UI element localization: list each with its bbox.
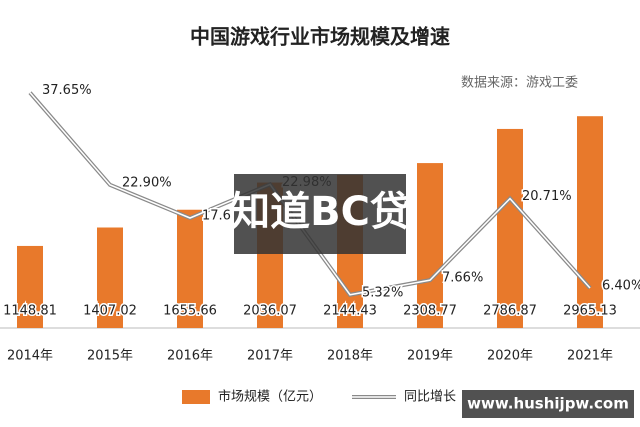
chart-title: 中国游戏行业市场规模及增速 [190,25,450,49]
x-tick-label: 2019年 [407,349,453,364]
bar-value-label: 2144.43 [323,304,377,319]
line-value-label: 37.65% [42,83,92,98]
x-tick-label: 2017年 [247,349,293,364]
x-tick-label: 2015年 [87,349,133,364]
bar [497,128,523,328]
bar-value-label: 1655.66 [163,304,217,319]
bar-value-label: 2308.77 [403,304,457,319]
legend-swatch [182,390,210,404]
bar-value-label: 1407.02 [83,304,137,319]
banner-text: 知道BC贷 [230,189,410,235]
line-value-label: 6.40% [602,279,640,294]
bar [177,209,203,328]
source-note: 数据来源：游戏工委 [461,76,578,91]
bar-value-label: 2036.07 [243,304,297,319]
bar [577,116,603,328]
bar-value-label: 2965.13 [563,304,617,319]
bar [17,245,43,328]
x-tick-label: 2020年 [487,349,533,364]
banner-bg [234,174,406,254]
line-value-label: 7.66% [442,271,483,286]
bar-value-label: 2786.87 [483,304,537,319]
x-tick-label: 2018年 [327,349,373,364]
bar [97,227,123,328]
line-value-label: 20.71% [522,189,572,204]
legend-label: 同比增长 [404,390,456,405]
x-tick-label: 2021年 [567,349,613,364]
line-value-label: 5.32% [362,285,403,300]
url-text: www.hushijpw.com [467,395,629,413]
line-value-label: 17.6 [202,209,231,224]
legend-label: 市场规模（亿元） [218,389,322,405]
x-tick-label: 2014年 [7,349,53,364]
x-tick-label: 2016年 [167,349,213,364]
bar-value-label: 1148.81 [3,304,57,319]
legend: 市场规模（亿元） 同比增长 [182,389,456,405]
line-value-label: 22.90% [122,175,172,190]
url-bg [462,390,634,418]
bar [417,163,443,328]
